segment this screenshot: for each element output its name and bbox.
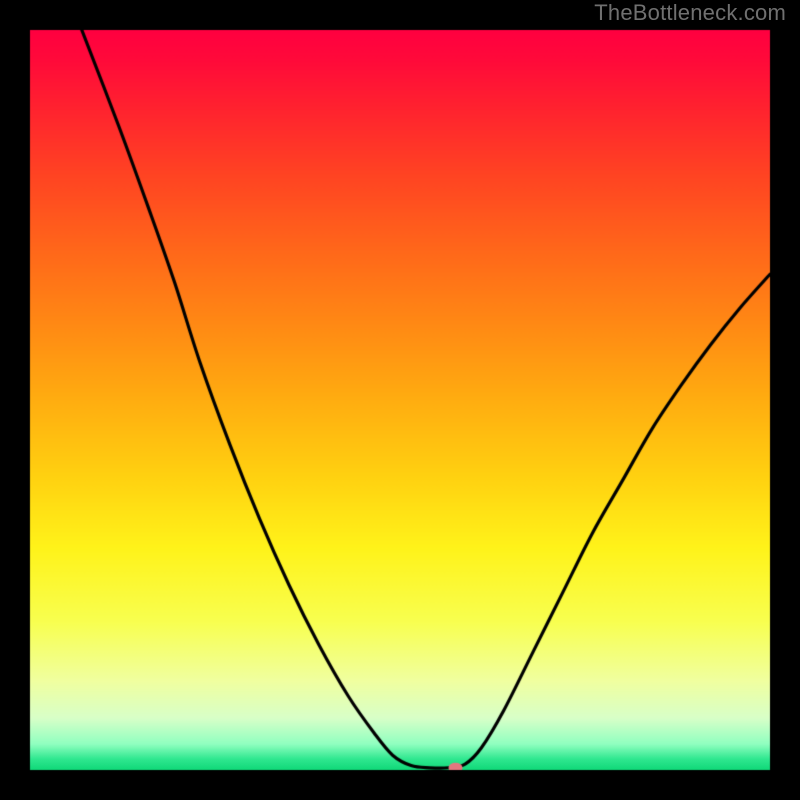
chart-container: TheBottleneck.com <box>0 0 800 800</box>
watermark-label: TheBottleneck.com <box>594 0 786 26</box>
bottleneck-curve-chart <box>0 0 800 800</box>
